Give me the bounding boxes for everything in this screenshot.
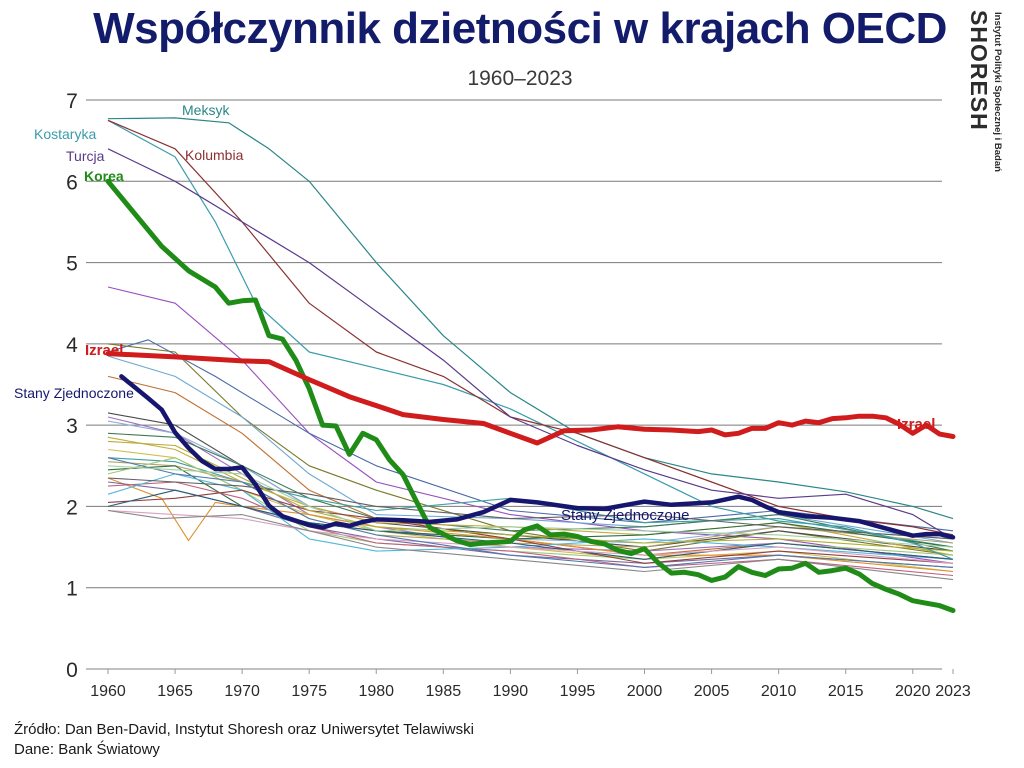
y-tick-label: 6	[66, 171, 78, 194]
series-line-izrael	[105, 351, 956, 446]
source-line: Źródło: Dan Ben-David, Instytut Shoresh …	[14, 721, 474, 738]
data-line: Dane: Bank Światowy	[14, 741, 160, 758]
series-line-country-16	[107, 477, 954, 573]
series-labels: Meksyk Kostaryka Kolumbia Turcja Korea Izrael…	[14, 102, 935, 524]
series-line-meksyk	[107, 117, 954, 520]
y-tick-label: 5	[66, 253, 78, 276]
x-tick-label: 2005	[694, 683, 730, 700]
series-line-country-27	[107, 465, 954, 548]
series-line-country-25	[107, 457, 954, 568]
series-line-kolumbia	[107, 119, 954, 536]
x-tick-label: 2020	[895, 683, 931, 700]
series-label-meksyk: Meksyk	[182, 102, 230, 118]
y-tick-label: 2	[66, 496, 78, 519]
series-line-korea	[105, 178, 956, 613]
series-label-stany-zjednoczone: Stany Zjednoczone	[561, 507, 689, 524]
series-line-kostaryka	[107, 119, 954, 560]
x-tick-label: 1985	[426, 683, 462, 700]
y-tick-label: 0	[66, 659, 78, 682]
x-tick-label: 2010	[761, 683, 797, 700]
source-note: Źródło: Dan Ben-David, Instytut Shoresh …	[14, 720, 474, 760]
x-tick-label: 1975	[291, 683, 327, 700]
series-label-izrael: Izrael	[897, 416, 935, 433]
series-label-turcja: Turcja	[66, 148, 105, 164]
x-tick-label: 2015	[828, 683, 864, 700]
background-series	[107, 286, 954, 581]
highlighted-series	[105, 178, 956, 613]
series-line-country-23	[107, 477, 954, 540]
series-line-stany-zjednoczone	[119, 374, 956, 540]
series-line-country-22	[107, 509, 954, 564]
x-tick-label: 1990	[493, 683, 529, 700]
series-line-country-2	[107, 343, 954, 556]
series-line-turcja	[107, 148, 954, 540]
series-line-country-18	[107, 481, 954, 577]
series-line-country-3	[107, 339, 954, 532]
grid-lines	[86, 99, 954, 674]
labeled-series	[107, 117, 954, 560]
chart-title: Współczynnik dzietności w krajach OECD	[93, 4, 947, 53]
y-tick-label: 1	[66, 578, 78, 601]
logo-tagline: Instytut Polityki Społecznej i Badań	[992, 12, 1003, 172]
x-tick-label: 2000	[627, 683, 663, 700]
x-tick-label: 1980	[358, 683, 394, 700]
chart-subtitle: 1960–2023	[467, 67, 573, 90]
series-label-kostaryka: Kostaryka	[34, 126, 96, 142]
y-tick-label: 7	[66, 90, 78, 113]
y-tick-label: 3	[66, 415, 78, 438]
logo-wordmark: SHORESH	[966, 10, 992, 131]
axis-tick-labels: 0 1 2 3 4 5 6 7 1960 1965 1970 1975 1980 1985 1990 1995…	[66, 90, 971, 700]
x-tick-label: 1965	[157, 683, 193, 700]
series-label-kolumbia: Kolumbia	[185, 147, 244, 163]
shoresh-logo: SHORESH Instytut Polityki Społecznej i B…	[960, 10, 1020, 190]
x-tick-label: 2023	[935, 683, 971, 700]
series-label-stany-zjednoczone: Stany Zjednoczone	[14, 385, 134, 401]
series-label-izrael: Izrael	[85, 342, 123, 359]
series-label-korea: Korea	[84, 168, 124, 184]
series-line-country-26	[107, 509, 954, 581]
x-tick-label: 1995	[560, 683, 596, 700]
x-tick-label: 1970	[224, 683, 260, 700]
y-tick-label: 4	[66, 334, 78, 357]
series-line-country-19	[107, 473, 954, 560]
x-tick-label: 1960	[90, 683, 126, 700]
